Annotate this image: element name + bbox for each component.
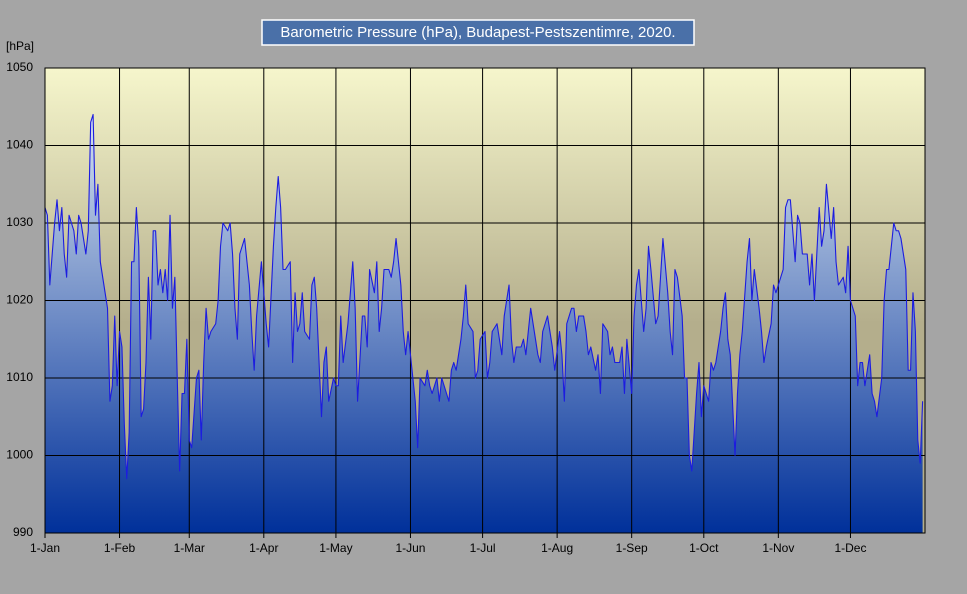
x-tick-label: 1-Mar bbox=[174, 541, 205, 555]
y-tick-label: 1030 bbox=[6, 215, 33, 229]
x-tick-label: 1-May bbox=[319, 541, 352, 555]
chart-title: Barometric Pressure (hPa), Budapest-Pest… bbox=[280, 24, 675, 41]
x-tick-label: 1-Jul bbox=[470, 541, 496, 555]
plot-border bbox=[44, 67, 926, 534]
x-tick-label: 1-Oct bbox=[689, 541, 719, 555]
x-tick-label: 1-Dec bbox=[834, 541, 866, 555]
x-tick-label: 1-Jun bbox=[395, 541, 425, 555]
x-tick-label: 1-Feb bbox=[104, 541, 136, 555]
x-tick-label: 1-Nov bbox=[762, 541, 794, 555]
y-axis-label: [hPa] bbox=[6, 39, 34, 53]
y-tick-label: 990 bbox=[13, 525, 33, 539]
y-tick-label: 1050 bbox=[6, 60, 33, 74]
x-tick-label: 1-Jan bbox=[30, 541, 60, 555]
y-tick-label: 1020 bbox=[6, 293, 33, 307]
y-tick-label: 1010 bbox=[6, 370, 33, 384]
x-tick-label: 1-Sep bbox=[616, 541, 648, 555]
title-box bbox=[261, 19, 695, 46]
y-tick-label: 1000 bbox=[6, 448, 33, 462]
area-fill bbox=[45, 114, 923, 533]
x-tick-label: 1-Apr bbox=[249, 541, 278, 555]
pressure-line bbox=[44, 113, 924, 480]
x-tick-label: 1-Aug bbox=[541, 541, 573, 555]
y-tick-label: 1040 bbox=[6, 138, 33, 152]
